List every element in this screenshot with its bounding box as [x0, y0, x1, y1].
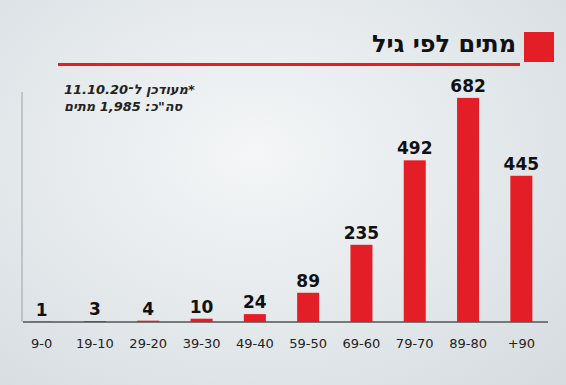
bar — [404, 160, 426, 322]
bar — [510, 176, 532, 322]
bar — [350, 245, 372, 322]
x-tick-label: +90 — [508, 336, 535, 351]
data-label: 1 — [36, 300, 48, 320]
data-label: 492 — [397, 138, 433, 158]
bar — [297, 293, 319, 322]
x-axis-line — [23, 321, 548, 323]
x-tick-label: 9-0 — [31, 336, 52, 351]
title-rule — [58, 63, 520, 66]
annotation: *מעודכן ל־11.10.20 — [64, 82, 195, 97]
x-tick-label: 49-40 — [236, 336, 274, 351]
data-label: 4 — [142, 299, 154, 319]
data-label: 3 — [89, 299, 101, 319]
x-tick-label: 79-70 — [396, 336, 434, 351]
title-square — [524, 32, 554, 62]
y-axis-line — [22, 92, 23, 322]
bar — [244, 314, 266, 322]
x-tick-label: 59-50 — [289, 336, 327, 351]
data-label: 24 — [243, 292, 267, 312]
data-label: 445 — [504, 154, 540, 174]
x-tick-label: 89-80 — [449, 336, 487, 351]
data-label: 235 — [344, 223, 380, 243]
x-tick-label: 29-20 — [129, 336, 167, 351]
x-tick-label: 19-10 — [76, 336, 114, 351]
title: מתים לפי גיל — [372, 30, 516, 58]
x-tick-label: 69-60 — [343, 336, 381, 351]
annotation: סה"כ: 1,985 מתים — [64, 99, 182, 114]
data-label: 10 — [190, 297, 214, 317]
bar — [457, 98, 479, 322]
data-label: 89 — [296, 271, 320, 291]
bars — [31, 98, 533, 322]
data-label: 682 — [450, 76, 486, 96]
x-tick-label: 39-30 — [183, 336, 221, 351]
